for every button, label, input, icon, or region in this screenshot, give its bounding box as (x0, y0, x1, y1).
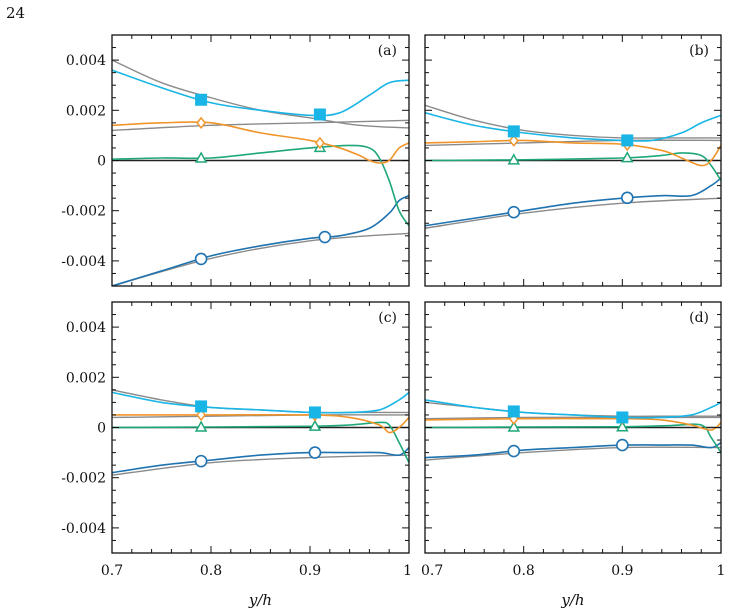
page-number: 24 (6, 4, 26, 22)
marker-diamond (196, 408, 207, 422)
series-line-blue (112, 194, 409, 286)
curves (425, 399, 721, 461)
series-line-gray (112, 59, 409, 129)
marker-triangle (194, 151, 208, 163)
marker-circle (194, 252, 208, 266)
series-line-gray (425, 139, 721, 147)
marker-square (308, 406, 321, 419)
y-tick-label: 0 (97, 154, 106, 170)
series-line-cyan (112, 391, 409, 414)
marker-square (313, 108, 326, 121)
x-tick-label: 1 (717, 563, 726, 579)
series-line-green (112, 421, 409, 463)
series-line-gray (112, 119, 409, 132)
marker-square (616, 411, 629, 424)
series-line-green (112, 144, 409, 227)
marker-triangle (620, 151, 634, 163)
marker-diamond (508, 134, 519, 147)
series-line-cyan (112, 69, 409, 117)
marker-diamond (314, 136, 325, 150)
panel-4: (d) 0.7 0.8 0.9 1 y/h (421, 301, 726, 609)
series-line-gray (112, 454, 409, 476)
series-line-green (425, 152, 721, 182)
series-line-gray (425, 446, 721, 461)
y-tick-label: -0.004 (61, 521, 106, 537)
marker-triangle (507, 420, 521, 432)
x-tick-label: 0.9 (611, 563, 633, 579)
marker-triangle (616, 420, 629, 432)
y-tick-label: -0.002 (61, 204, 106, 220)
curves (425, 104, 721, 229)
x-tick-label: 0.8 (200, 563, 222, 579)
panel-3: (c) 0.004 0.002 0 -0.002 -0.004 0.7 0.8 0.9 1 y/h (61, 301, 412, 609)
series-line-cyan (425, 112, 721, 142)
panel-label: (d) (689, 310, 709, 326)
marker-circle (507, 205, 521, 219)
marker-circle (318, 230, 332, 244)
panel-label: (c) (378, 310, 397, 326)
series-line-gray (425, 416, 721, 420)
x-tick-label: 1 (403, 563, 412, 579)
series-line-cyan (425, 399, 721, 419)
marker-square (195, 93, 208, 106)
x-axis-label: y/h (560, 591, 584, 609)
marker-circle (308, 446, 322, 459)
panel-1: (a) 0.004 0.002 0 -0.002 -0.004 (61, 34, 410, 287)
curves (112, 59, 409, 286)
x-tick-label: 0.9 (299, 563, 321, 579)
series-line-orange (425, 139, 721, 167)
series-line-orange (112, 413, 409, 434)
y-tick-label: 0.002 (66, 103, 106, 119)
marker-circle (507, 444, 521, 458)
x-tick-label: 0.8 (513, 563, 535, 579)
panel-label: (a) (378, 43, 397, 59)
marker-triangle (308, 419, 322, 431)
marker-circle (620, 191, 634, 205)
marker-circle (194, 454, 208, 468)
marker-circle (616, 438, 629, 452)
x-tick-label: 0.7 (101, 563, 123, 579)
y-tick-label: 0.002 (66, 370, 106, 386)
series-line-gray (112, 232, 409, 286)
y-tick-label: 0.004 (66, 320, 106, 336)
series-line-gray (425, 197, 721, 229)
marker-triangle (194, 420, 208, 432)
series-line-blue (425, 177, 721, 227)
marker-square (195, 400, 208, 413)
series-line-gray (425, 104, 721, 139)
marker-square (621, 134, 634, 147)
marker-square (507, 405, 520, 418)
marker-triangle (507, 153, 521, 165)
x-tick-label: 0.7 (421, 563, 443, 579)
y-tick-label: 0 (97, 421, 106, 437)
panel-2: (b) (424, 34, 722, 287)
curves (112, 389, 409, 476)
series-line-orange (425, 417, 721, 431)
series-line-orange (112, 121, 409, 164)
y-tick-label: -0.004 (61, 254, 106, 270)
x-axis-label: y/h (248, 591, 272, 609)
panel-label: (b) (689, 43, 709, 59)
y-tick-label: -0.002 (61, 471, 106, 487)
marker-square (507, 125, 520, 138)
y-tick-label: 0.004 (66, 53, 106, 69)
marker-diamond (196, 116, 207, 130)
series-line-green (425, 423, 721, 454)
